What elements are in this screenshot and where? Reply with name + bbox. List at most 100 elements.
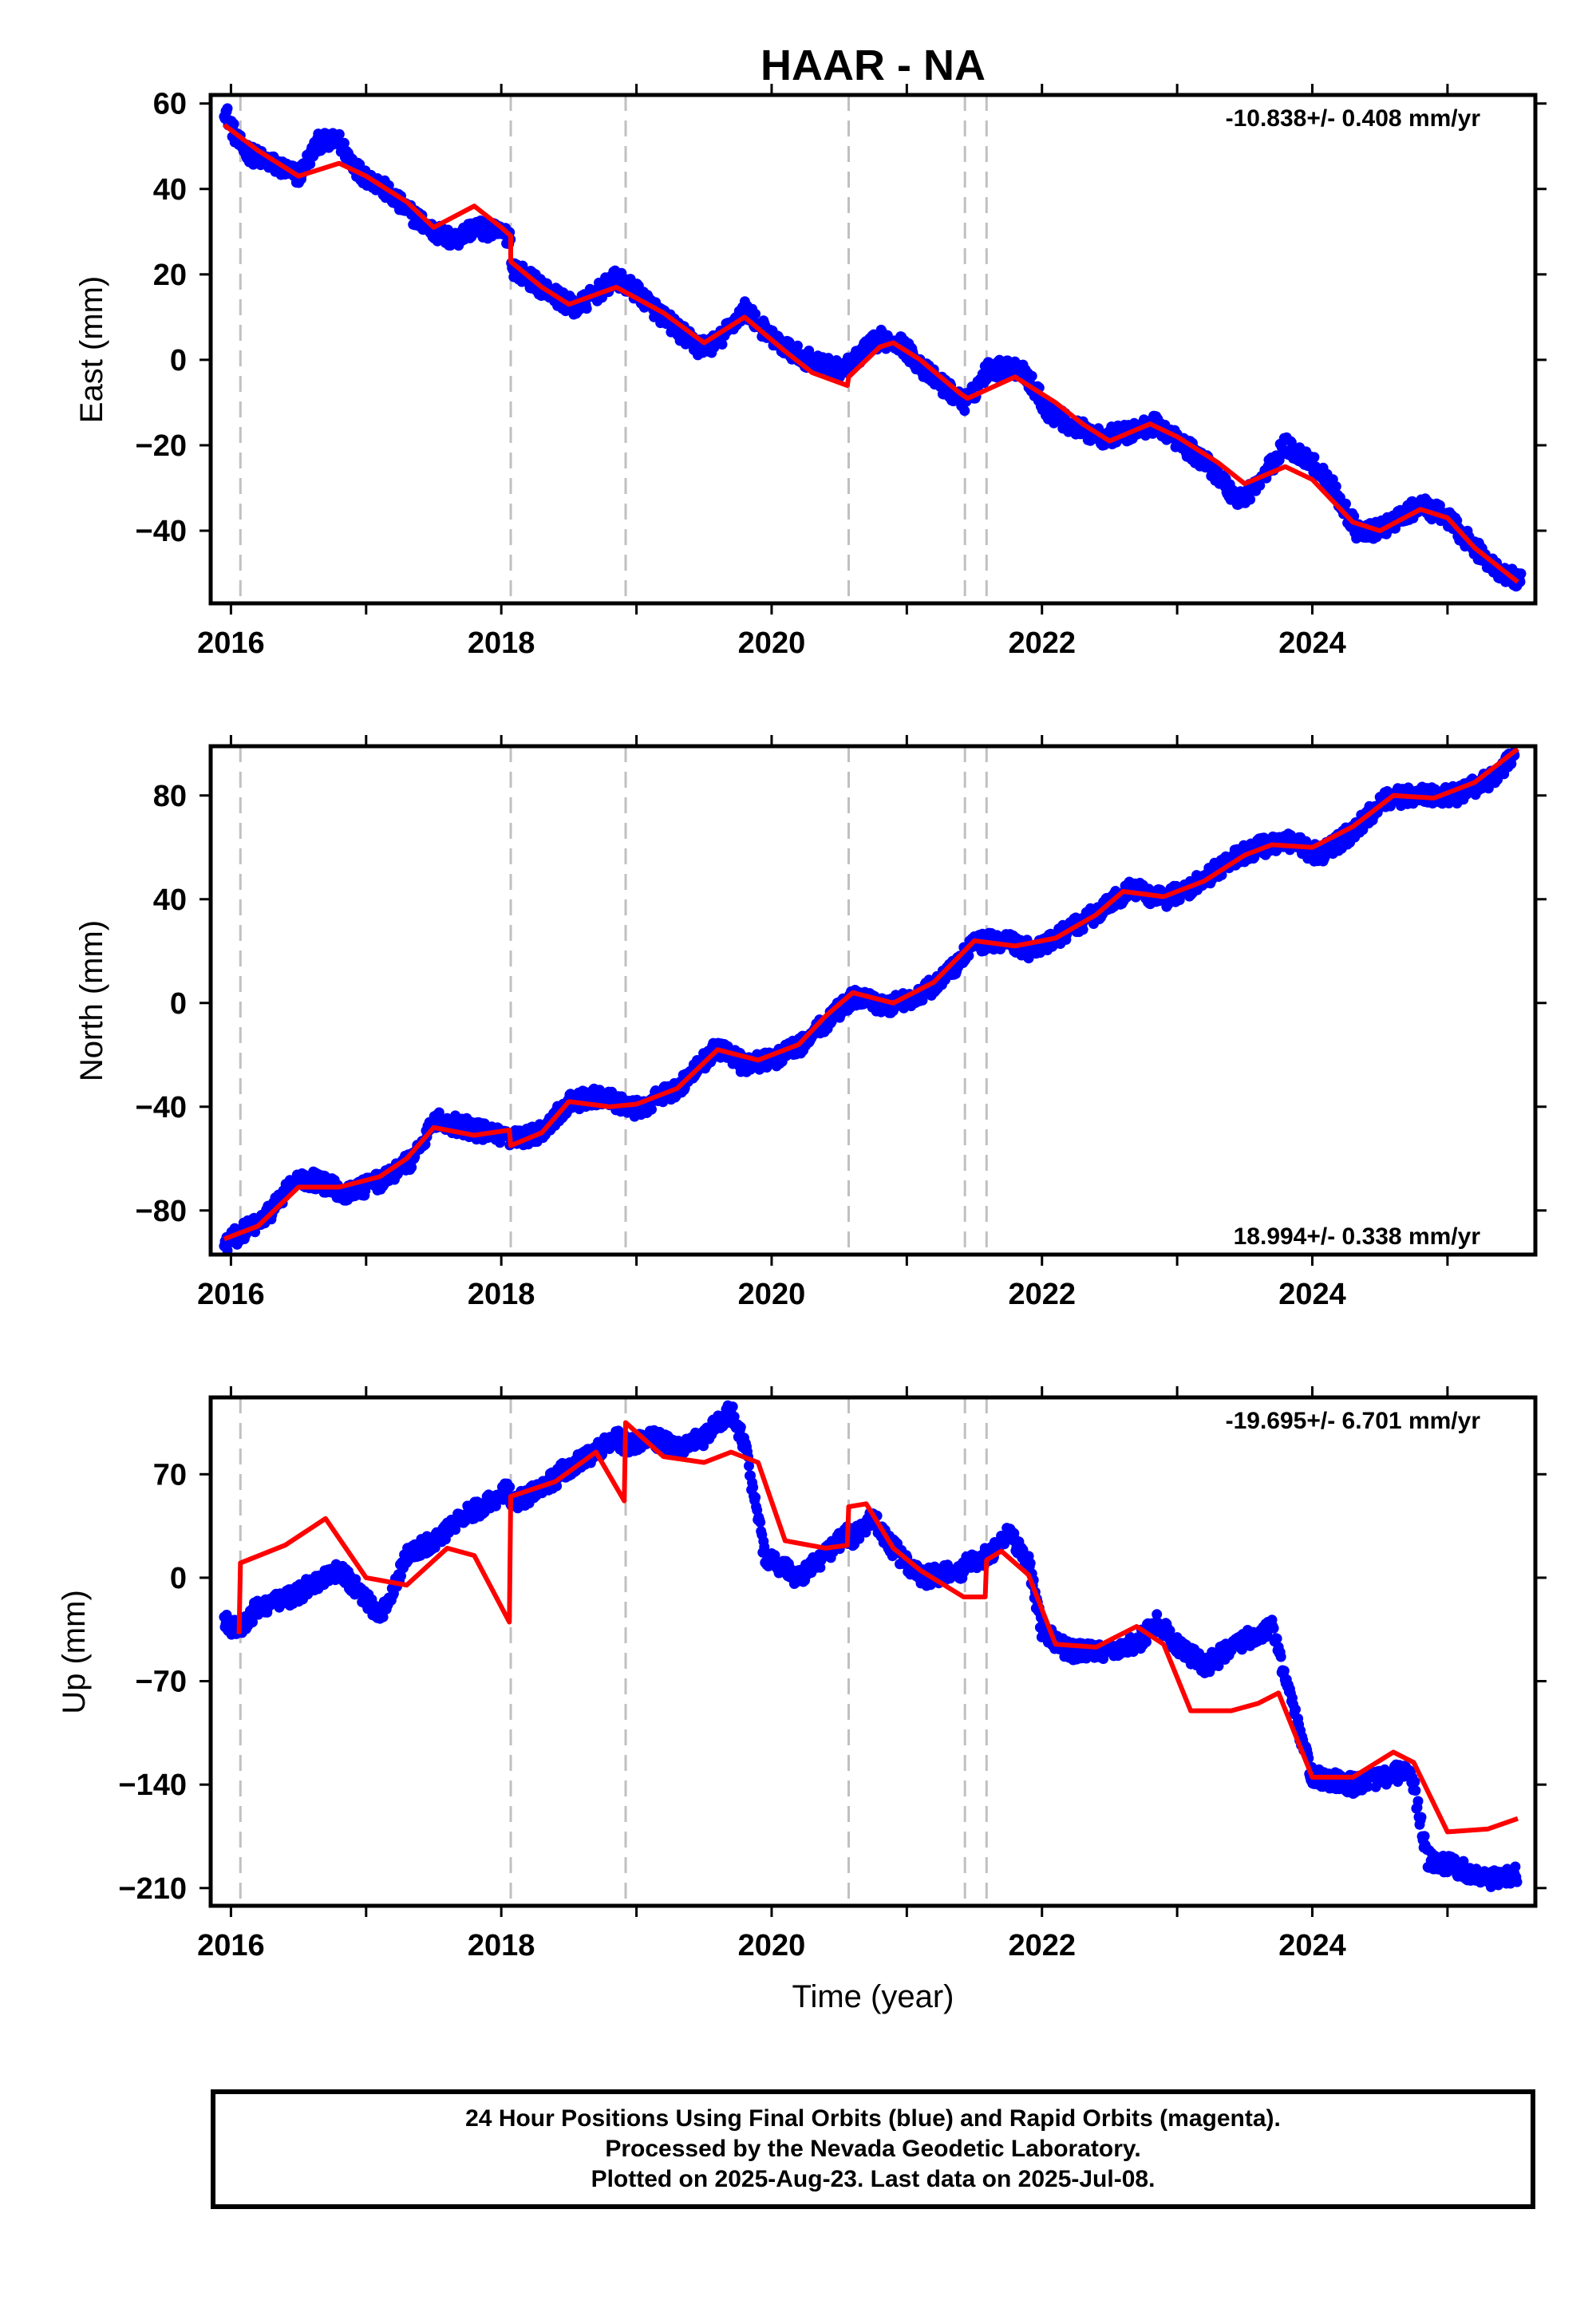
up-observation-point xyxy=(727,1401,738,1413)
north-plot-area xyxy=(219,746,1520,1255)
north-rate-label: 18.994+/- 0.338 mm/yr xyxy=(1234,1223,1481,1250)
up-observation-point xyxy=(1278,1666,1290,1677)
up-x-tick-label: 2020 xyxy=(738,1929,806,1962)
east-observation-point xyxy=(1254,480,1266,491)
up-observation-point xyxy=(735,1421,746,1433)
east-observation-point xyxy=(222,103,233,114)
up-observation-point xyxy=(1511,1876,1523,1887)
north-observation-point xyxy=(1077,924,1088,935)
east-observation-point xyxy=(1245,494,1256,505)
up-x-axis: 2016 2018 2020 2022 2024 xyxy=(197,1386,1449,1962)
up-axis-label: Up (mm) xyxy=(57,1590,92,1714)
up-y-tick-label: −70 xyxy=(136,1666,187,1699)
north-frame xyxy=(208,744,1538,1257)
up-observation-point xyxy=(1362,1781,1373,1792)
north-axis-label: North (mm) xyxy=(74,920,109,1081)
east-observation-point xyxy=(1309,452,1320,463)
north-model-curve xyxy=(223,746,1519,1242)
up-observation-point xyxy=(729,1411,740,1422)
east-x-tick-label: 2020 xyxy=(738,626,806,660)
north-x-tick-label: 2024 xyxy=(1278,1278,1346,1311)
east-x-axis: 2016 2018 2020 2022 2024 xyxy=(197,84,1449,660)
east-y-tick-label: 20 xyxy=(153,259,187,292)
north-observation-point xyxy=(406,1162,417,1173)
east-y-tick-label: −40 xyxy=(136,515,187,548)
east-axis-label: East (mm) xyxy=(74,276,109,423)
north-x-tick-label: 2022 xyxy=(1008,1278,1076,1311)
up-y-tick-label: 0 xyxy=(170,1562,187,1595)
up-observation-point xyxy=(504,1481,516,1492)
up-observation-point xyxy=(1268,1622,1279,1634)
up-model-curve xyxy=(236,1420,1519,1835)
north-observation-points xyxy=(219,747,1520,1255)
north-observation-point xyxy=(222,1245,233,1255)
east-observation-point xyxy=(1341,498,1351,509)
up-observation-point xyxy=(854,1533,865,1544)
up-rate-label: -19.695+/- 6.701 mm/yr xyxy=(1226,1408,1481,1434)
up-y-tick-label: −140 xyxy=(118,1769,187,1802)
up-y-tick-label: −210 xyxy=(118,1872,187,1906)
east-observation-points xyxy=(219,103,1527,592)
east-observation-point xyxy=(334,128,345,140)
up-observation-point xyxy=(247,1617,258,1627)
up-observation-point xyxy=(744,1460,754,1472)
up-observation-point xyxy=(759,1541,770,1552)
up-x-tick-label: 2022 xyxy=(1008,1929,1076,1962)
up-observation-point xyxy=(1275,1651,1286,1662)
north-x-tick-label: 2018 xyxy=(468,1278,535,1311)
east-y-tick-label: −20 xyxy=(136,429,187,463)
north-observation-point xyxy=(963,951,974,962)
north-x-axis: 2016 2018 2020 2022 2024 xyxy=(197,735,1449,1311)
up-observation-point xyxy=(1416,1812,1427,1823)
east-model-curve xyxy=(223,123,1519,584)
east-observation-point xyxy=(750,308,761,319)
north-x-tick-label: 2020 xyxy=(738,1278,806,1311)
east-observation-point xyxy=(228,118,239,129)
up-observation-point xyxy=(1025,1558,1036,1569)
east-x-tick-label: 2016 xyxy=(197,626,265,660)
footer-line-plotted: Plotted on 2025-Aug-23. Last data on 202… xyxy=(591,2166,1156,2192)
east-observation-point xyxy=(1026,370,1037,381)
north-x-tick-label: 2016 xyxy=(197,1278,265,1311)
east-x-tick-label: 2022 xyxy=(1008,626,1076,660)
up-observation-point xyxy=(1141,1636,1152,1647)
east-plot-area xyxy=(219,95,1527,603)
east-x-tick-label: 2018 xyxy=(468,626,535,660)
up-x-tick-label: 2018 xyxy=(468,1929,535,1962)
up-observation-point xyxy=(450,1524,461,1535)
east-observation-point xyxy=(1515,568,1527,579)
east-x-tick-label: 2024 xyxy=(1278,626,1346,660)
footer-line-processed: Processed by the Nevada Geodetic Laborat… xyxy=(605,2136,1141,2162)
up-observation-point xyxy=(748,1482,759,1493)
east-observation-point xyxy=(717,339,728,350)
up-observation-points xyxy=(219,1400,1523,1892)
time-axis-label: Time (year) xyxy=(792,1979,954,2014)
north-y-tick-label: 80 xyxy=(153,780,187,813)
footer-line-orbits: 24 Hour Positions Using Final Orbits (bl… xyxy=(465,2105,1281,2132)
east-observation-point xyxy=(581,303,592,314)
up-x-tick-label: 2024 xyxy=(1278,1929,1346,1962)
up-observation-point xyxy=(1290,1704,1301,1715)
east-observation-point xyxy=(338,137,350,148)
footer-note-box: 24 Hour Positions Using Final Orbits (bl… xyxy=(211,2089,1535,2209)
up-observation-point xyxy=(698,1441,709,1452)
north-y-tick-label: 0 xyxy=(170,987,187,1021)
up-observation-point xyxy=(1271,1633,1282,1644)
up-observation-point xyxy=(750,1492,761,1503)
up-plot-area xyxy=(219,1397,1523,1906)
east-observation-point xyxy=(1330,481,1341,492)
east-observation-point xyxy=(959,405,970,417)
north-observation-point xyxy=(360,1185,371,1196)
east-observation-point xyxy=(792,340,803,351)
east-y-tick-label: 60 xyxy=(153,88,187,121)
figure-title: HAAR - NA xyxy=(760,41,986,89)
up-observation-point xyxy=(1409,1777,1420,1788)
up-observation-point xyxy=(1510,1861,1521,1872)
up-observation-point xyxy=(755,1516,766,1528)
north-observation-point xyxy=(646,1104,657,1115)
up-observation-point xyxy=(1412,1796,1424,1807)
north-y-tick-label: 40 xyxy=(153,883,187,917)
up-observation-point xyxy=(1213,1661,1224,1671)
